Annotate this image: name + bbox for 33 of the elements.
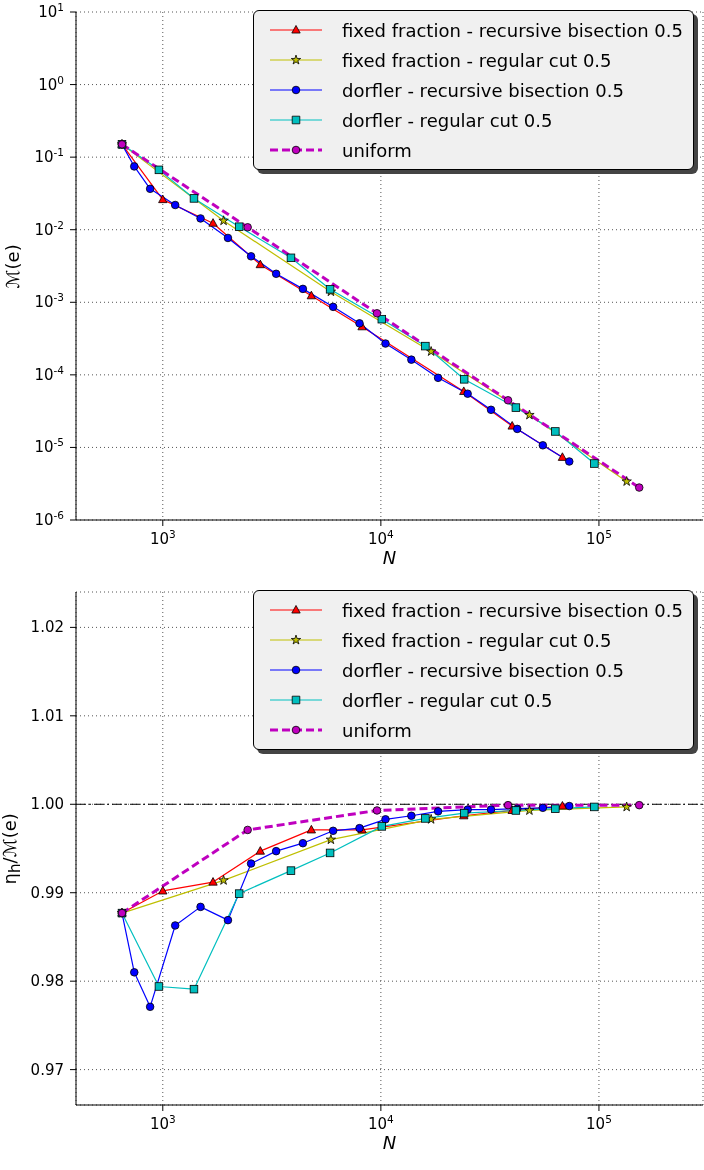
y-tick-label: 0.98 (30, 972, 64, 991)
x-tick-label: 10$^{4}$ (367, 528, 395, 548)
y-tick-label: 10$^{-2}$ (34, 218, 64, 239)
y-tick-label: 10$^{-6}$ (34, 509, 65, 529)
x-axis-title: N (382, 547, 397, 568)
y-tick-label: 10$^{-1}$ (34, 146, 64, 167)
legend-label: dorfler - recursive bisection 0.5 (342, 659, 624, 681)
y-tick-label: 1.02 (30, 618, 64, 637)
y-tick-label: 1.01 (30, 706, 64, 725)
y-tick-label: 1.00 (30, 795, 64, 814)
legend-label: dorfler - regular cut 0.5 (342, 109, 553, 131)
legend-label: fixed fraction - regular cut 0.5 (342, 49, 612, 71)
legend-label: dorfler - recursive bisection 0.5 (342, 79, 624, 101)
legend-label: fixed fraction - recursive bisection 0.5 (342, 19, 683, 41)
y-tick-label: 0.99 (30, 883, 64, 902)
x-tick-label: 10$^{3}$ (149, 1113, 176, 1133)
legend-label: uniform (342, 139, 412, 161)
x-tick-label: 10$^{4}$ (367, 1113, 395, 1133)
x-tick-label: 10$^{3}$ (149, 528, 176, 548)
y-tick-label: 0.97 (30, 1060, 64, 1079)
y-tick-label: 10$^{1}$ (38, 1, 64, 21)
x-tick-label: 10$^{5}$ (586, 1113, 612, 1133)
y-tick-label: 10$^{0}$ (38, 73, 64, 94)
x-tick-label: 10$^{5}$ (586, 528, 612, 548)
legend-label: dorfler - regular cut 0.5 (342, 689, 553, 711)
legend-label: fixed fraction - recursive bisection 0.5 (342, 599, 683, 621)
y-tick-label: 10$^{-3}$ (34, 291, 64, 312)
y-axis-title: ℳ(e) (1, 243, 23, 289)
y-tick-label: 10$^{-5}$ (34, 436, 64, 457)
x-axis-title: N (382, 1132, 397, 1153)
legend-label: fixed fraction - regular cut 0.5 (342, 629, 612, 651)
y-tick-label: 10$^{-4}$ (34, 363, 65, 384)
legend-label: uniform (342, 719, 412, 741)
